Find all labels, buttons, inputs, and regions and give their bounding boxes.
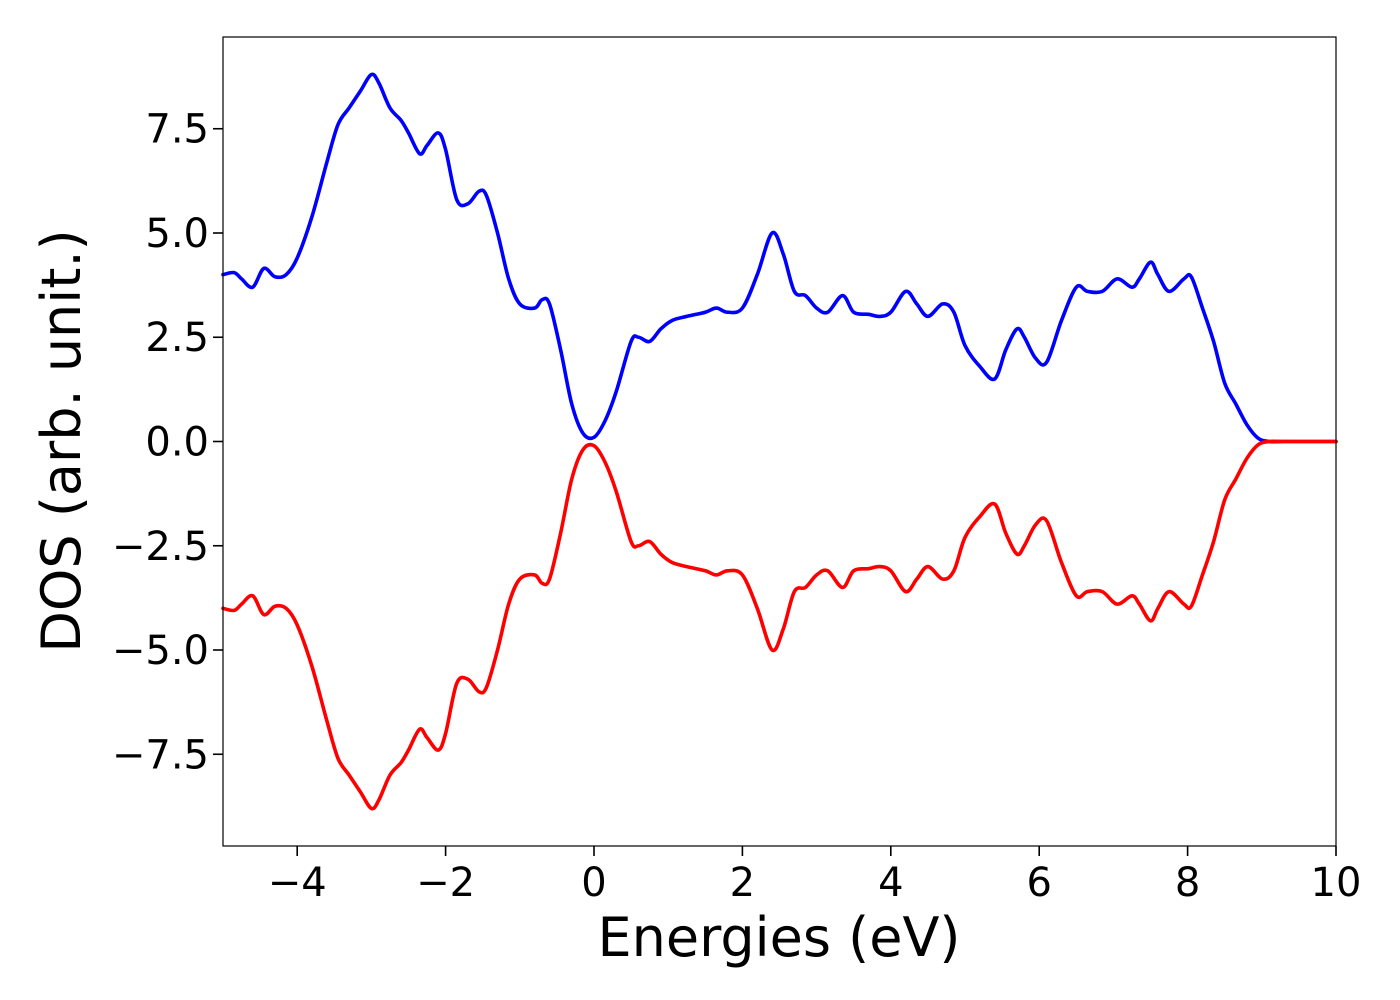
y-tick-label: −5.0 <box>112 628 209 674</box>
plot-frame <box>222 36 1337 847</box>
y-tick-label: −2.5 <box>112 524 209 570</box>
x-tick-label: −4 <box>268 860 327 906</box>
y-tick-label: 5.0 <box>145 211 209 257</box>
y-axis-ticks: −7.5 −5.0 −2.5 0.0 2.5 5.0 7.5 <box>112 107 223 778</box>
x-tick-label: 10 <box>1311 860 1362 906</box>
y-tick-label: 2.5 <box>145 315 209 361</box>
y-tick-label: 0.0 <box>145 420 209 466</box>
x-tick-label: 2 <box>730 860 755 906</box>
x-tick-label: 0 <box>581 860 606 906</box>
y-axis-label: DOS (arb. unit.) <box>30 229 93 652</box>
x-axis-ticks: −4 −2 0 2 4 6 8 10 <box>268 846 1362 906</box>
x-tick-label: 6 <box>1026 860 1051 906</box>
dos-series-line-up <box>221 72 1338 444</box>
x-tick-label: 8 <box>1175 860 1200 906</box>
x-tick-label: 4 <box>878 860 903 906</box>
series-layer <box>221 72 1338 811</box>
y-tick-label: 7.5 <box>145 107 209 153</box>
y-tick-label: −7.5 <box>112 732 209 778</box>
x-axis-label: Energies (eV) <box>598 906 961 969</box>
dos-series-line-down <box>221 439 1338 811</box>
x-tick-label: −2 <box>416 860 475 906</box>
